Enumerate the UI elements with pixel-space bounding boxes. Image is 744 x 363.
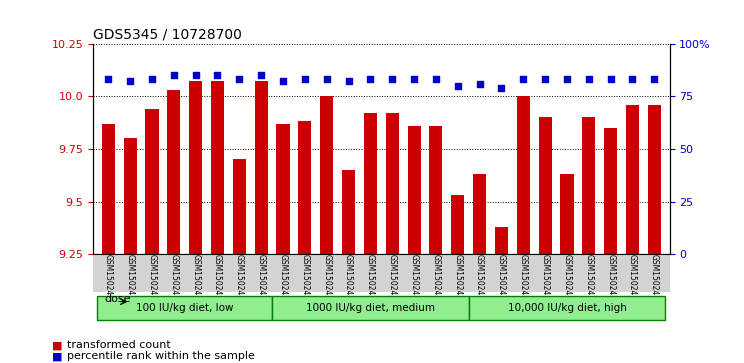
Point — [561, 77, 573, 82]
Bar — [583, 117, 595, 254]
Point — [517, 77, 529, 82]
Bar — [539, 117, 551, 254]
Bar — [320, 96, 333, 254]
Text: GSM1502431: GSM1502431 — [519, 254, 527, 305]
Text: transformed count: transformed count — [67, 340, 170, 351]
Bar — [560, 174, 574, 254]
Bar — [102, 123, 115, 254]
Bar — [145, 109, 158, 254]
Text: GSM1502421: GSM1502421 — [301, 254, 310, 305]
Text: GSM1502434: GSM1502434 — [584, 254, 593, 305]
Bar — [473, 174, 486, 254]
Point — [321, 77, 333, 82]
Bar — [517, 96, 530, 254]
Bar — [408, 126, 420, 254]
Text: GSM1502436: GSM1502436 — [628, 254, 637, 305]
Bar — [124, 138, 137, 254]
Text: GSM1502412: GSM1502412 — [104, 254, 113, 305]
Text: 10,000 IU/kg diet, high: 10,000 IU/kg diet, high — [507, 303, 626, 313]
Text: ■: ■ — [52, 340, 62, 351]
Point — [234, 77, 246, 82]
Bar — [429, 126, 443, 254]
Bar — [298, 122, 312, 254]
Bar — [211, 81, 224, 254]
Point — [146, 77, 158, 82]
Text: GSM1502423: GSM1502423 — [344, 254, 353, 305]
Point — [342, 78, 354, 84]
Text: dose: dose — [104, 294, 131, 303]
Text: GSM1502427: GSM1502427 — [432, 254, 440, 305]
Point — [583, 77, 594, 82]
Bar — [626, 105, 639, 254]
Point — [211, 72, 223, 78]
Text: GSM1502417: GSM1502417 — [213, 254, 222, 305]
Text: GSM1502413: GSM1502413 — [126, 254, 135, 305]
Text: GSM1502424: GSM1502424 — [366, 254, 375, 305]
Bar — [385, 113, 399, 254]
Bar — [604, 128, 618, 254]
Point — [103, 77, 115, 82]
Text: GSM1502430: GSM1502430 — [497, 254, 506, 305]
Point — [605, 77, 617, 82]
Bar — [277, 123, 289, 254]
Point — [452, 83, 464, 89]
Point — [496, 85, 507, 91]
Point — [430, 77, 442, 82]
Point — [474, 81, 486, 86]
FancyBboxPatch shape — [272, 295, 469, 320]
Text: GSM1502425: GSM1502425 — [388, 254, 397, 305]
Point — [124, 78, 136, 84]
Point — [408, 77, 420, 82]
Bar — [364, 113, 377, 254]
Bar — [233, 159, 246, 254]
Bar — [648, 105, 661, 254]
Text: GSM1502426: GSM1502426 — [409, 254, 419, 305]
Point — [255, 72, 267, 78]
Text: GSM1502420: GSM1502420 — [278, 254, 287, 305]
Text: GSM1502428: GSM1502428 — [453, 254, 462, 305]
Point — [386, 77, 398, 82]
Text: GSM1502432: GSM1502432 — [541, 254, 550, 305]
Text: GSM1502418: GSM1502418 — [235, 254, 244, 305]
Text: GSM1502435: GSM1502435 — [606, 254, 615, 305]
Point — [539, 77, 551, 82]
Bar — [342, 170, 355, 254]
Point — [277, 78, 289, 84]
FancyBboxPatch shape — [97, 295, 272, 320]
Point — [365, 77, 376, 82]
Point — [626, 77, 638, 82]
Text: GSM1502433: GSM1502433 — [562, 254, 571, 305]
Bar — [495, 227, 508, 254]
Bar — [451, 195, 464, 254]
Bar — [254, 81, 268, 254]
Point — [648, 77, 660, 82]
Text: GSM1502437: GSM1502437 — [650, 254, 658, 305]
Text: GSM1502414: GSM1502414 — [147, 254, 156, 305]
Text: 1000 IU/kg diet, medium: 1000 IU/kg diet, medium — [306, 303, 435, 313]
Text: GSM1502419: GSM1502419 — [257, 254, 266, 305]
Bar — [167, 90, 180, 254]
FancyBboxPatch shape — [469, 295, 665, 320]
Point — [299, 77, 311, 82]
Text: ■: ■ — [52, 351, 62, 362]
Text: 100 IU/kg diet, low: 100 IU/kg diet, low — [136, 303, 234, 313]
Text: GSM1502422: GSM1502422 — [322, 254, 331, 305]
Bar — [189, 81, 202, 254]
Text: percentile rank within the sample: percentile rank within the sample — [67, 351, 255, 362]
Text: GSM1502416: GSM1502416 — [191, 254, 200, 305]
Text: GSM1502415: GSM1502415 — [170, 254, 179, 305]
Point — [168, 72, 180, 78]
Point — [190, 72, 202, 78]
Text: GDS5345 / 10728700: GDS5345 / 10728700 — [93, 27, 242, 41]
Text: GSM1502429: GSM1502429 — [475, 254, 484, 305]
